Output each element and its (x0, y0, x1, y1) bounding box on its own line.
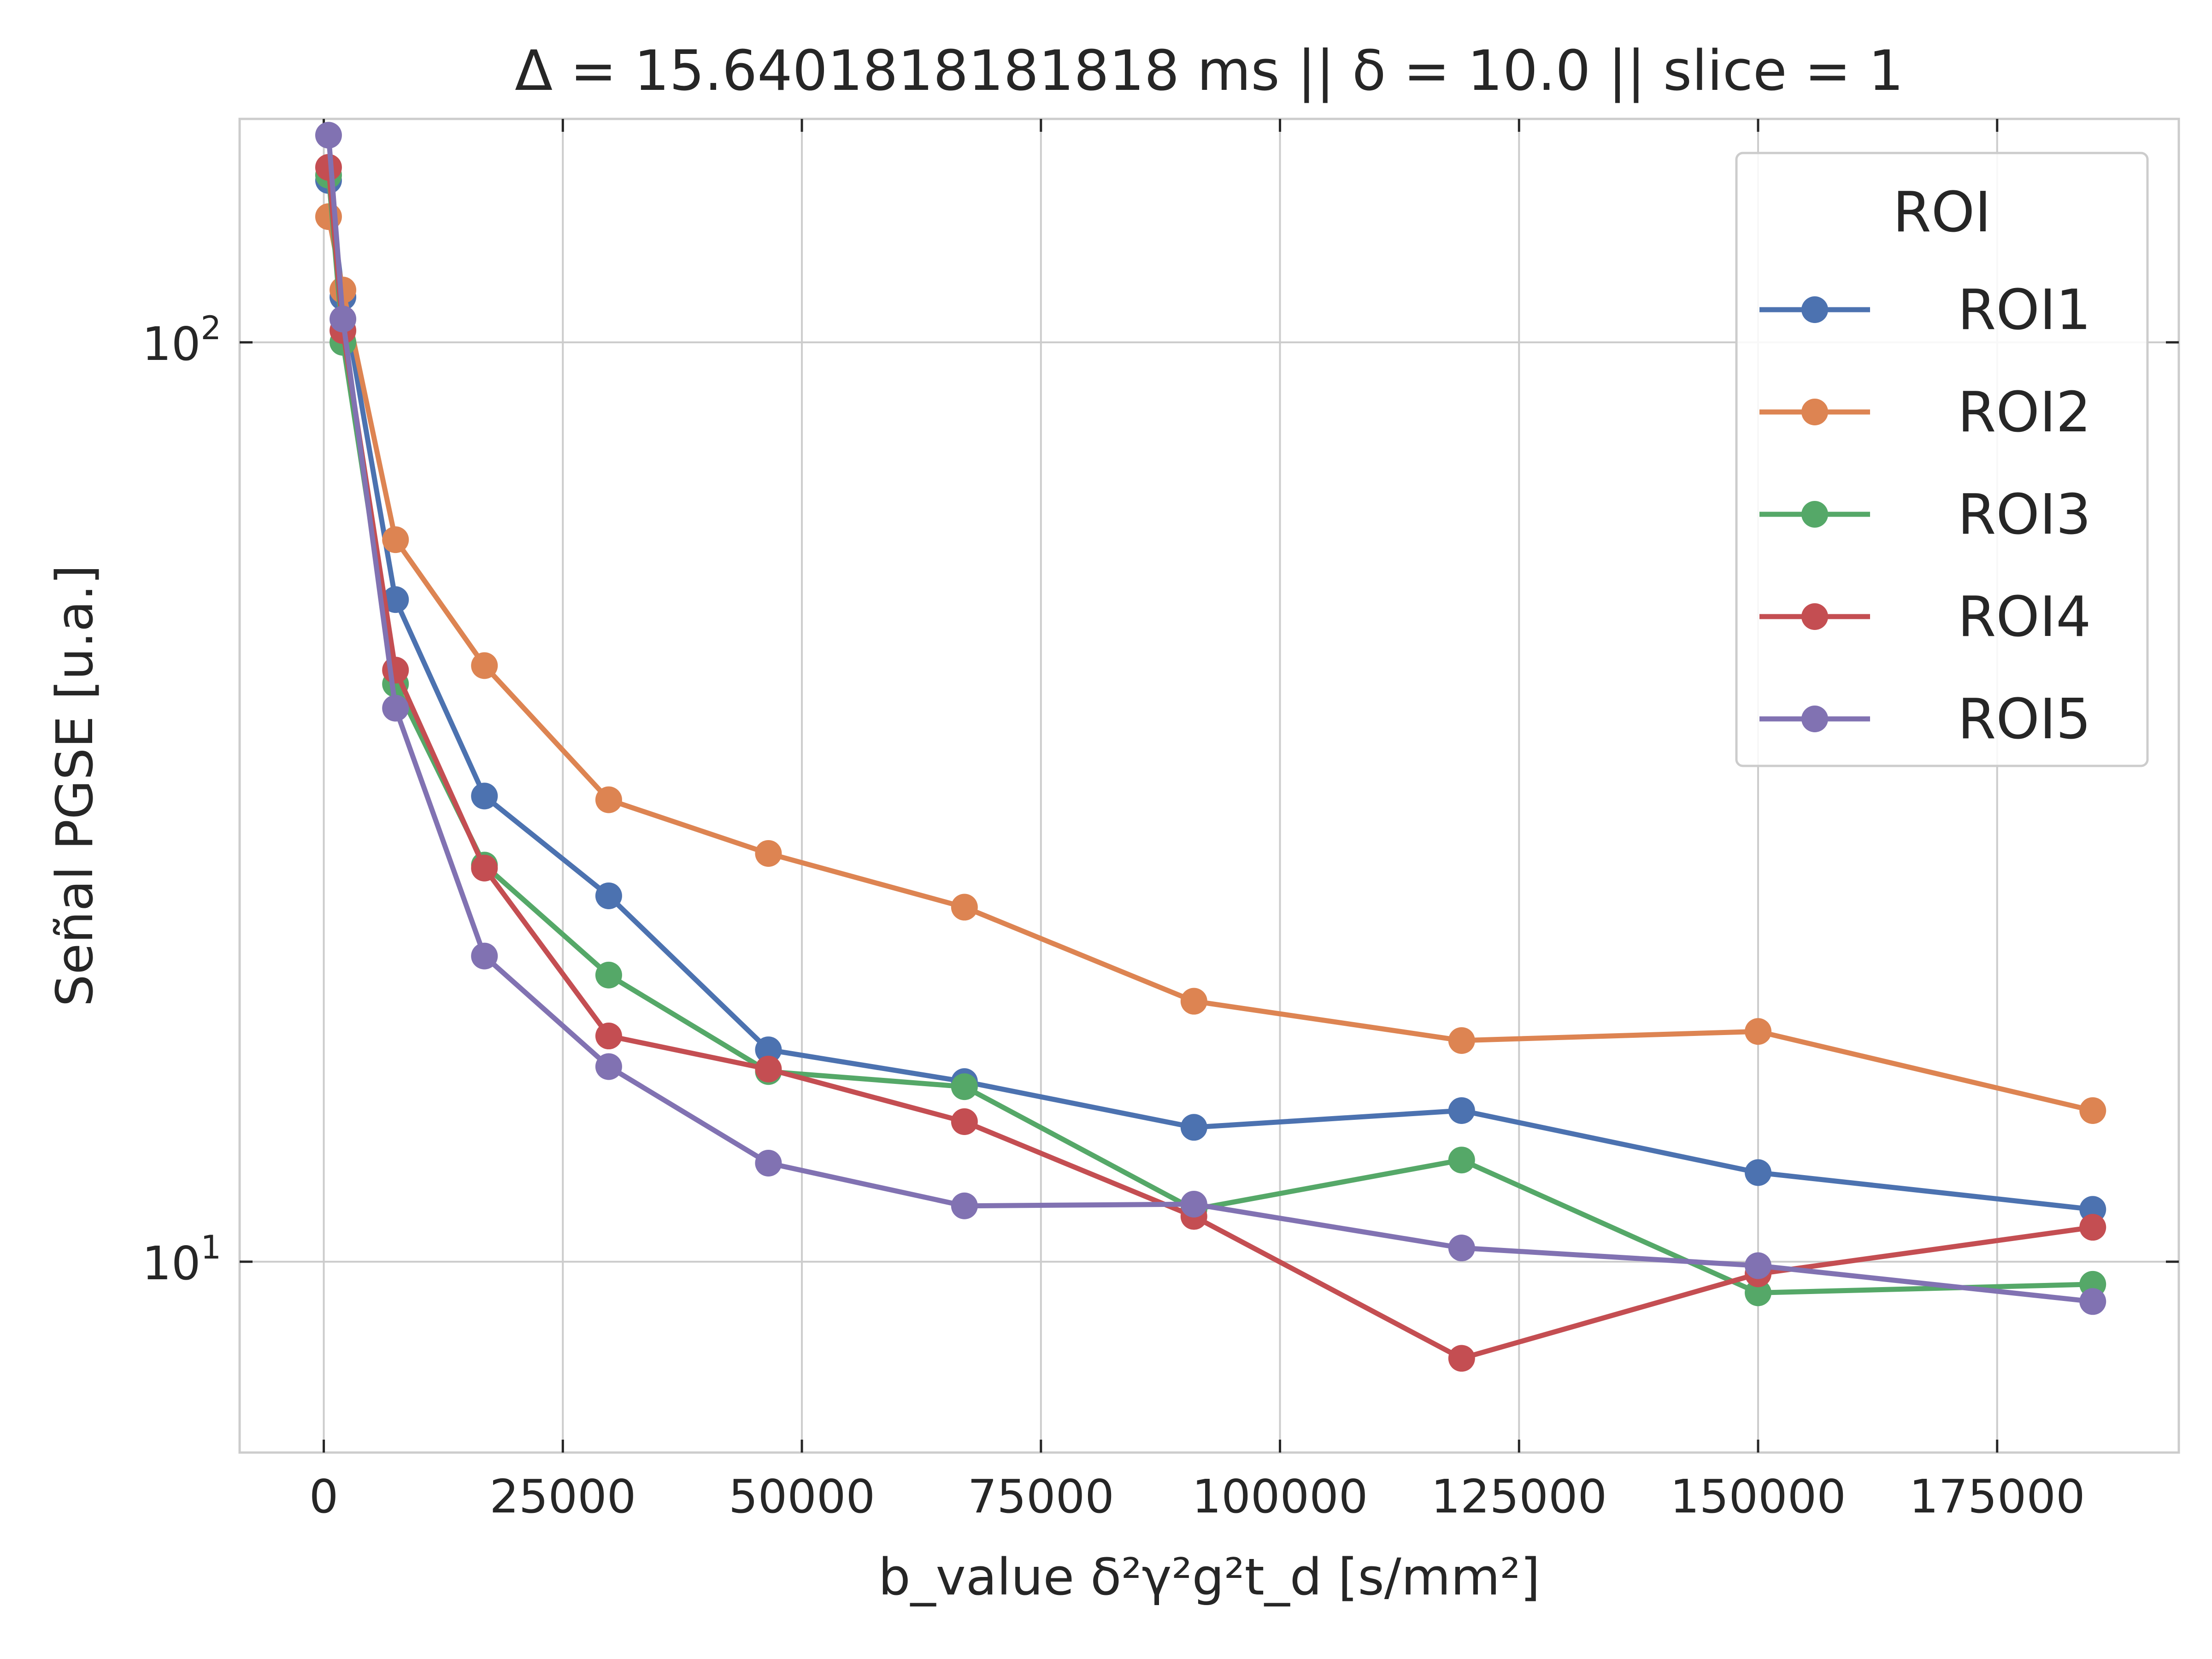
legend-item: ROI2 (1759, 381, 2091, 445)
data-point (1448, 1147, 1475, 1174)
legend-item: ROI3 (1759, 483, 2091, 547)
data-point (2079, 1288, 2106, 1315)
x-tick-label: 50000 (729, 1470, 875, 1524)
data-point (471, 782, 498, 810)
legend-label: ROI1 (1958, 278, 2091, 342)
data-point (595, 961, 622, 988)
data-point (382, 657, 409, 684)
data-point (951, 1192, 978, 1219)
data-point (1745, 1018, 1772, 1045)
legend-label: ROI4 (1958, 585, 2091, 649)
data-point (471, 854, 498, 882)
legend-label: ROI2 (1958, 381, 2091, 445)
data-point (595, 882, 622, 909)
data-point (382, 694, 409, 722)
data-point (471, 942, 498, 970)
y-tick-label: 102 (142, 309, 221, 371)
x-axis-label: b_value δ²γ²g²t_d [s/mm²] (878, 1547, 1540, 1606)
x-tick-label: 150000 (1670, 1470, 1846, 1524)
data-point (595, 786, 622, 813)
data-point (755, 1055, 782, 1082)
legend-swatch-marker (1801, 706, 1828, 732)
legend-swatch-marker (1801, 603, 1828, 630)
legend-label: ROI5 (1958, 688, 2091, 752)
data-point (755, 1149, 782, 1177)
axis-ticks: 0 25000 50000 75000 100000 125000 150000 175000… (142, 119, 2179, 1524)
data-point (755, 840, 782, 867)
series-2 (315, 203, 2106, 1124)
legend-item: ROI5 (1759, 688, 2091, 752)
chart-title: Δ = 15.6401818181818 ms || δ = 10.0 || s… (515, 39, 1904, 103)
y-tick-label: 101 (142, 1229, 221, 1290)
data-point (1448, 1027, 1475, 1054)
data-point (382, 586, 409, 613)
legend-title: ROI (1893, 181, 1991, 245)
data-point (1180, 1190, 1207, 1218)
data-point (595, 1053, 622, 1080)
data-point (2079, 1214, 2106, 1241)
data-point (1448, 1097, 1475, 1124)
data-point (1745, 1159, 1772, 1186)
series-5 (315, 122, 2106, 1315)
data-point (1180, 1114, 1207, 1141)
legend-swatch-marker (1801, 501, 1828, 528)
data-point (329, 306, 357, 333)
legend-item: ROI4 (1759, 585, 2091, 649)
x-tick-label: 175000 (1909, 1470, 2085, 1524)
x-tick-label: 125000 (1431, 1470, 1607, 1524)
data-point (951, 1073, 978, 1100)
data-point (471, 652, 498, 679)
legend-item: ROI1 (1759, 278, 2091, 342)
legend-swatch-marker (1801, 296, 1828, 323)
legend-items: ROI1 ROI2 ROI3 ROI4 ROI5 (1759, 278, 2091, 752)
legend: ROI ROI1 ROI2 ROI3 ROI4 ROI5 (1735, 152, 2149, 767)
data-point (595, 1023, 622, 1050)
data-point (951, 1108, 978, 1135)
data-point (1448, 1345, 1475, 1372)
series-layer (315, 122, 2106, 1372)
x-tick-label: 0 (309, 1470, 339, 1524)
data-point (315, 122, 342, 149)
plot-frame (238, 118, 2180, 1454)
data-point (951, 894, 978, 921)
legend-label: ROI3 (1958, 483, 2091, 547)
data-point (2079, 1097, 2106, 1124)
data-point (1745, 1279, 1772, 1306)
x-tick-label: 100000 (1192, 1470, 1368, 1524)
x-tick-label: 25000 (489, 1470, 636, 1524)
legend-box (1735, 152, 2149, 767)
data-point (1180, 988, 1207, 1015)
data-point (382, 526, 409, 553)
legend-swatch-marker (1801, 399, 1828, 425)
data-point (755, 1036, 782, 1064)
data-point (1745, 1252, 1772, 1279)
x-tick-label: 75000 (968, 1470, 1114, 1524)
data-point (1448, 1235, 1475, 1262)
y-axis-label: Señal PGSE [u.a.] (45, 565, 104, 1007)
